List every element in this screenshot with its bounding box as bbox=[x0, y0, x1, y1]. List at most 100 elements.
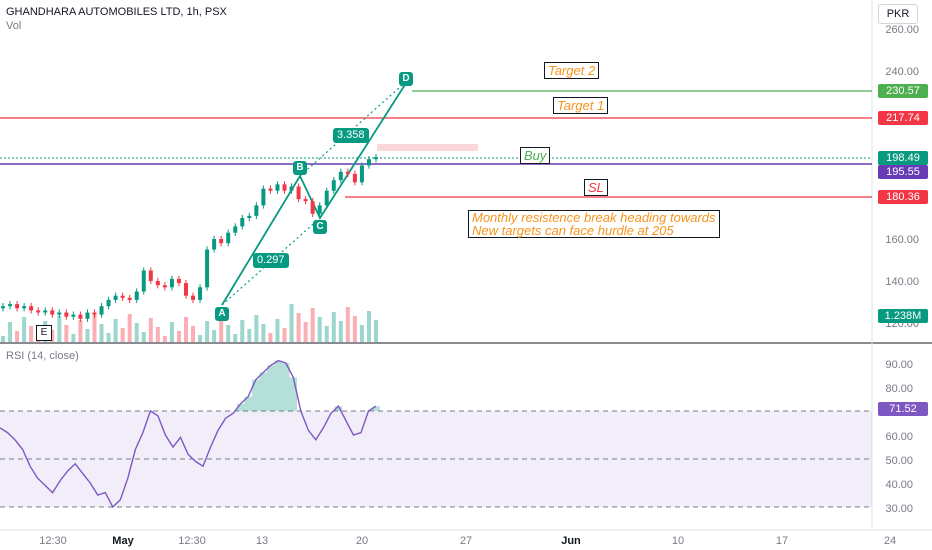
point-c-label[interactable]: C bbox=[313, 220, 327, 234]
candle-body bbox=[268, 188, 273, 191]
volume-bar bbox=[148, 318, 153, 342]
price-tick: 260.00 bbox=[885, 24, 919, 36]
projection-box[interactable] bbox=[377, 144, 478, 151]
candle-body bbox=[15, 304, 20, 309]
volume-bar bbox=[233, 334, 238, 342]
volume-bar bbox=[169, 322, 174, 342]
candle-body bbox=[92, 312, 97, 315]
time-tick: 27 bbox=[460, 535, 472, 547]
volume-bar bbox=[141, 332, 146, 342]
rsi-overbought-fill bbox=[236, 360, 380, 411]
volume-bar bbox=[359, 325, 364, 342]
volume-bar bbox=[261, 324, 266, 342]
volume-bar bbox=[254, 315, 259, 342]
candle-body bbox=[261, 188, 266, 206]
candle-body bbox=[71, 314, 76, 317]
volume-bar bbox=[127, 314, 132, 342]
rsi-tick: 50.00 bbox=[885, 455, 913, 467]
candle-body bbox=[169, 278, 174, 288]
bd-dotted-line bbox=[299, 79, 409, 177]
volume-bar bbox=[99, 324, 104, 342]
volume-bar bbox=[191, 326, 196, 342]
candle-body bbox=[64, 312, 69, 317]
earnings-event-badge[interactable]: E bbox=[36, 325, 52, 341]
candle-body bbox=[219, 239, 224, 244]
candle-body bbox=[275, 184, 280, 191]
point-d-label[interactable]: D bbox=[399, 72, 413, 86]
volume-bar bbox=[198, 335, 203, 342]
volume-bar bbox=[113, 319, 118, 342]
volume-bar bbox=[275, 319, 280, 342]
volume-bar bbox=[296, 313, 301, 342]
candle-body bbox=[141, 270, 146, 292]
candle-body bbox=[352, 173, 357, 183]
candle-body bbox=[289, 186, 294, 191]
candle-body bbox=[366, 159, 371, 166]
rsi-tick: 90.00 bbox=[885, 359, 913, 371]
volume-bar bbox=[303, 322, 308, 342]
volume-bar bbox=[57, 316, 62, 342]
buy-label[interactable]: Buy bbox=[520, 147, 551, 164]
volume-bar bbox=[212, 330, 217, 342]
volume-bar bbox=[120, 328, 125, 342]
currency-button[interactable]: PKR bbox=[878, 4, 918, 24]
volume-bar bbox=[29, 326, 34, 342]
candle-body bbox=[29, 306, 34, 311]
volume-bar bbox=[64, 325, 69, 342]
candle-body bbox=[254, 205, 259, 216]
candle-body bbox=[127, 297, 132, 300]
volume-bar bbox=[1, 336, 5, 342]
candle-body bbox=[155, 281, 160, 286]
volume-bar bbox=[374, 320, 378, 342]
volume-bar bbox=[240, 320, 245, 342]
volume-bar bbox=[324, 326, 329, 342]
point-a-label[interactable]: A bbox=[215, 307, 229, 321]
volume-bar bbox=[8, 322, 13, 342]
volume-bar bbox=[22, 317, 27, 342]
time-tick: 24 bbox=[884, 535, 896, 547]
candle-body bbox=[57, 312, 62, 315]
time-tick: May bbox=[112, 535, 134, 547]
price-tick: 240.00 bbox=[885, 66, 919, 78]
target1-label[interactable]: Target 1 bbox=[553, 97, 609, 114]
candle-body bbox=[176, 278, 181, 284]
candle-body bbox=[233, 226, 238, 233]
ratio-ab-label[interactable]: 0.297 bbox=[253, 253, 289, 268]
volume-bar bbox=[317, 317, 322, 342]
rsi-value-badge: 71.52 bbox=[878, 402, 928, 416]
candle-body bbox=[303, 199, 308, 202]
candle-body bbox=[162, 285, 167, 288]
analysis-note[interactable]: Monthly resistence break heading towards… bbox=[468, 210, 720, 238]
volume-bars bbox=[1, 304, 378, 342]
candle-body bbox=[43, 310, 48, 313]
target2-label[interactable]: Target 2 bbox=[544, 62, 600, 79]
point-b-label[interactable]: B bbox=[293, 161, 307, 175]
rsi-line bbox=[0, 359, 377, 509]
candle-body bbox=[282, 184, 287, 191]
volume-bar bbox=[15, 331, 20, 342]
candle-body bbox=[183, 283, 188, 296]
chart-title: GHANDHARA AUTOMOBILES LTD, 1h, PSX bbox=[6, 6, 227, 18]
ratio-bd-label[interactable]: 3.358 bbox=[333, 128, 369, 143]
volume-bar bbox=[247, 329, 252, 342]
candle-body bbox=[106, 299, 111, 307]
candle-body bbox=[317, 205, 322, 214]
volume-bar bbox=[183, 317, 188, 342]
candle-body bbox=[148, 270, 153, 281]
analysis-note-line1: Monthly resistence break heading towards bbox=[472, 210, 716, 225]
volume-bar bbox=[345, 307, 350, 342]
current-price-badge: 195.55 bbox=[878, 165, 928, 179]
volume-bar bbox=[282, 328, 287, 342]
time-tick: 10 bbox=[672, 535, 684, 547]
volume-bar bbox=[331, 312, 336, 342]
candle-body bbox=[212, 239, 217, 250]
candle-body bbox=[1, 306, 5, 309]
buy-price-badge: 198.49 bbox=[878, 151, 928, 165]
time-tick: 17 bbox=[776, 535, 788, 547]
candle-body bbox=[226, 232, 231, 244]
abcd-pattern-line[interactable] bbox=[221, 79, 409, 306]
candle-body bbox=[198, 287, 203, 300]
volume-bar bbox=[155, 327, 160, 342]
sl-label[interactable]: SL bbox=[584, 179, 608, 196]
